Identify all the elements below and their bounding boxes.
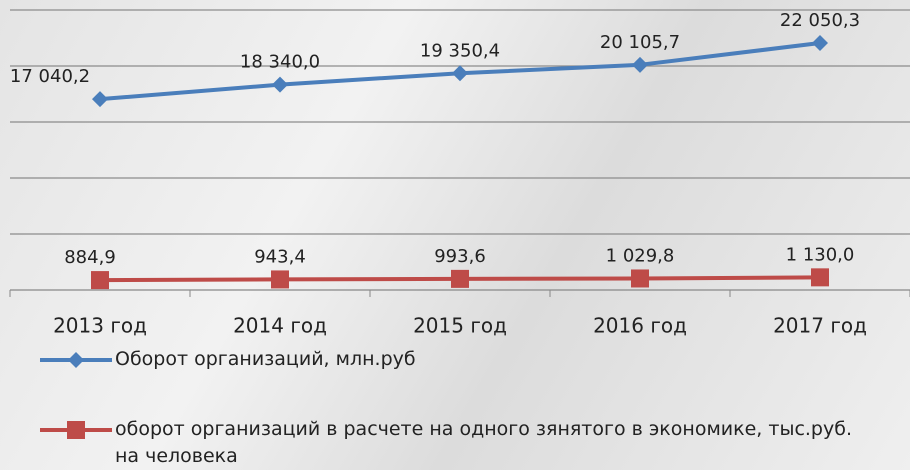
- data-point: [92, 91, 108, 107]
- x-tick-label: 2015 год: [413, 314, 507, 338]
- data-point: [91, 271, 109, 289]
- legend-label: оборот организаций в расчете на одного з…: [115, 416, 855, 470]
- legend-label: Оборот организаций, млн.руб: [115, 346, 855, 373]
- legend-marker: [67, 421, 85, 439]
- data-label: 20 105,7: [600, 32, 680, 53]
- data-label: 17 040,2: [10, 66, 90, 87]
- x-tick-label: 2013 год: [53, 314, 147, 338]
- data-label: 1 029,8: [606, 245, 675, 266]
- x-tick-label: 2016 год: [593, 314, 687, 338]
- chart: 2013 год 2014 год 2015 год 2016 год 2017 год…: [0, 0, 910, 470]
- data-point: [812, 35, 828, 51]
- data-label: 943,4: [254, 246, 306, 267]
- page: 2013 год 2014 год 2015 год 2016 год 2017 год…: [0, 0, 910, 470]
- legend-marker: [68, 352, 84, 368]
- data-label: 993,6: [434, 246, 486, 267]
- data-label: 884,9: [64, 247, 116, 268]
- data-point: [452, 65, 468, 81]
- data-point: [272, 77, 288, 93]
- x-tick-label: 2014 год: [233, 314, 327, 338]
- data-label: 1 130,0: [786, 244, 855, 265]
- data-label: 19 350,4: [420, 40, 500, 61]
- data-point: [632, 57, 648, 73]
- x-tick-label: 2017 год: [773, 314, 867, 338]
- data-point: [271, 270, 289, 288]
- data-point: [451, 270, 469, 288]
- data-label: 18 340,0: [240, 52, 320, 73]
- data-label: 22 050,3: [780, 10, 860, 31]
- data-point: [811, 268, 829, 286]
- data-point: [631, 269, 649, 287]
